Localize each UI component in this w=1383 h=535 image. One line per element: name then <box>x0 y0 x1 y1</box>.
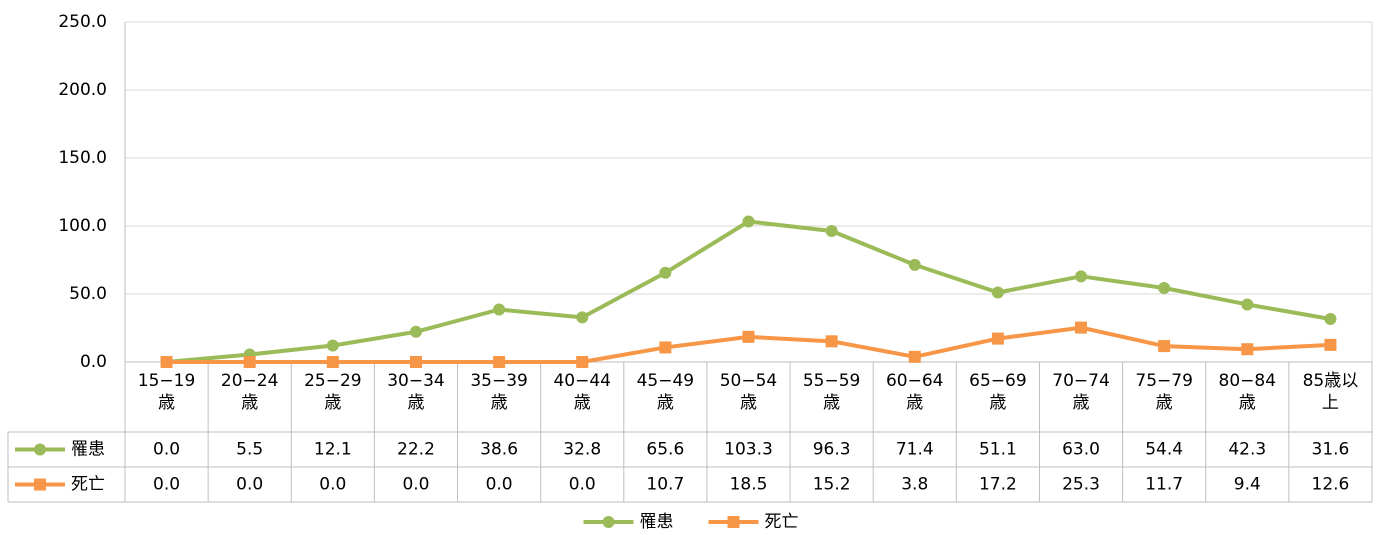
table-value: 0.0 <box>236 475 263 495</box>
table-value: 0.0 <box>153 440 180 460</box>
legend-marker <box>727 516 740 528</box>
table-value: 65.6 <box>646 440 684 460</box>
x-tick-label: 25−29歳 <box>304 371 362 413</box>
y-tick-label: 0.0 <box>80 352 107 372</box>
x-tick-label: 80−84歳 <box>1218 371 1277 413</box>
y-tick-label: 50.0 <box>69 284 107 304</box>
point <box>1075 321 1088 334</box>
table-key-label: 罹患 <box>71 440 105 460</box>
point <box>1158 340 1171 353</box>
table-value: 18.5 <box>730 475 768 495</box>
table-value: 22.2 <box>397 440 435 460</box>
point <box>243 356 256 368</box>
legend-label: 罹患 <box>640 512 674 532</box>
table-value: 15.2 <box>813 475 851 495</box>
x-tick-label: 30−34歳 <box>387 371 445 413</box>
table-value: 11.7 <box>1145 475 1183 495</box>
table-value: 31.6 <box>1312 440 1350 460</box>
x-tick-label: 50−54歳 <box>719 371 778 413</box>
table-value: 54.4 <box>1145 440 1183 460</box>
x-tick-label: 55−59歳 <box>802 371 861 413</box>
table-value: 0.0 <box>402 475 429 495</box>
point <box>493 356 506 368</box>
x-tick-label: 60−64歳 <box>885 371 944 413</box>
x-tick-label: 15−19歳 <box>137 371 196 413</box>
x-tick-label: 35−39歳 <box>470 371 528 413</box>
table-value: 0.0 <box>319 475 346 495</box>
y-tick-label: 200.0 <box>58 80 107 100</box>
x-tick-label: 85歳以上 <box>1302 371 1359 413</box>
point <box>659 266 672 279</box>
x-tick-label: 40−44歳 <box>553 371 611 413</box>
point <box>1241 298 1254 311</box>
table-value: 10.7 <box>646 475 684 495</box>
table-value: 25.3 <box>1062 475 1100 495</box>
point <box>908 258 921 271</box>
table-value: 0.0 <box>153 475 180 495</box>
point <box>742 215 755 228</box>
point <box>742 330 755 343</box>
point <box>1075 270 1088 283</box>
table-value: 51.1 <box>979 440 1017 460</box>
table-value: 63.0 <box>1062 440 1100 460</box>
table-value: 3.8 <box>901 475 928 495</box>
point <box>1241 343 1254 356</box>
table-key-marker <box>34 478 46 491</box>
point <box>326 339 339 352</box>
y-tick-label: 150.0 <box>58 148 107 168</box>
point <box>991 286 1004 299</box>
point <box>493 303 506 316</box>
y-tick-label: 250.0 <box>58 12 107 32</box>
table-value: 17.2 <box>979 475 1017 495</box>
table-value: 103.3 <box>724 440 773 460</box>
x-tick-label: 45−49歳 <box>636 371 695 413</box>
point <box>576 356 589 368</box>
point <box>326 356 339 368</box>
point <box>160 356 173 368</box>
table-value: 9.4 <box>1234 475 1261 495</box>
point <box>1158 282 1171 295</box>
point <box>659 341 672 354</box>
table-value: 42.3 <box>1228 440 1266 460</box>
point <box>576 311 589 324</box>
table-value: 0.0 <box>486 475 513 495</box>
point <box>991 332 1004 345</box>
point <box>1324 313 1337 326</box>
table-key-label: 死亡 <box>71 475 105 495</box>
table-value: 12.6 <box>1312 475 1350 495</box>
point <box>409 325 422 338</box>
table-value: 38.6 <box>480 440 518 460</box>
x-tick-label: 65−69歳 <box>969 371 1027 413</box>
point <box>908 350 921 363</box>
x-tick-label: 70−74歳 <box>1052 371 1110 413</box>
table-value: 0.0 <box>569 475 596 495</box>
x-tick-label: 75−79歳 <box>1135 371 1193 413</box>
point <box>825 335 838 348</box>
table-value: 32.8 <box>563 440 601 460</box>
x-tick-label: 20−24歳 <box>220 371 279 413</box>
table-value: 71.4 <box>896 440 934 460</box>
table-value: 96.3 <box>813 440 851 460</box>
y-tick-label: 100.0 <box>58 216 107 236</box>
table-value: 12.1 <box>314 440 352 460</box>
point <box>1324 338 1337 351</box>
point <box>825 225 838 238</box>
point <box>409 356 422 368</box>
table-key-marker <box>34 443 46 456</box>
legend-marker <box>602 516 615 528</box>
table-value: 5.5 <box>236 440 263 460</box>
legend-label: 死亡 <box>765 512 799 532</box>
